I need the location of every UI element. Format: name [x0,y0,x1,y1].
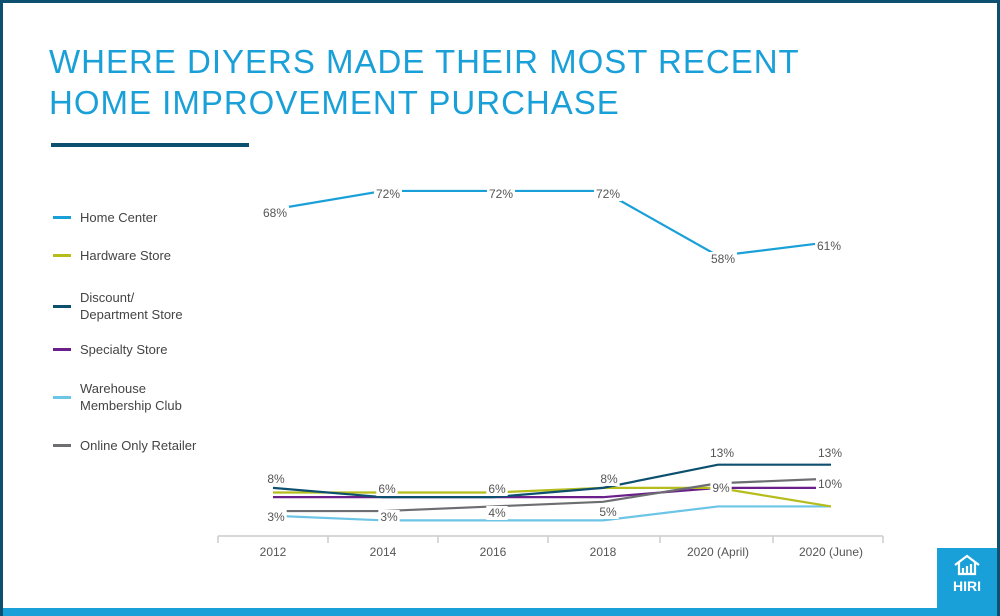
label-background [593,187,623,201]
legend-swatch [53,254,71,257]
label-background [814,239,844,253]
legend-swatch [53,216,71,219]
legend-swatch [53,304,71,308]
title-underline [51,143,249,147]
data-label: 3% [380,510,398,524]
label-background [486,506,508,520]
data-label: 6% [378,482,396,496]
house-icon [954,554,980,576]
label-background [373,187,403,201]
legend-item: Specialty Store [53,341,167,358]
x-tick-label: 2020 (April) [687,545,749,559]
data-label: 72% [489,187,513,201]
hiri-logo: HIRI [937,548,997,608]
label-background [376,482,398,496]
x-tick-label: 2012 [260,545,287,559]
legend-label: Discount/ Department Store [80,290,183,322]
legend-item: Warehouse Membership Club [53,380,182,414]
series-line [272,189,832,258]
series-line [272,463,831,499]
data-label: 58% [711,252,735,266]
legend-label: Home Center [80,210,158,225]
data-label: 13% [710,446,734,460]
data-label: 10% [818,477,842,491]
legend-label: Warehouse Membership Club [80,381,182,413]
data-label: 4% [488,506,506,520]
legend-swatch [53,395,71,399]
data-label: 68% [263,206,287,220]
legend-item: Online Only Retailer [53,437,196,454]
x-tick-label: 2016 [480,545,507,559]
label-background [486,187,516,201]
series-line [273,486,832,508]
data-label: 8% [267,472,285,486]
data-label: 72% [596,187,620,201]
label-background [486,482,508,496]
x-tick-label: 2020 (June) [799,545,863,559]
chart-plot: 2012 2014 2016 2018 2020 (April) 2020 (June) 6… [217,187,884,559]
label-background [707,446,737,460]
label-background [815,446,845,460]
legend-item: Discount/ Department Store [53,289,183,323]
label-background [260,206,290,220]
label-background [815,477,845,491]
data-label: 8% [600,472,618,486]
legend-swatch [53,444,71,447]
label-background [378,510,400,524]
x-tick-label: 2018 [590,545,617,559]
legend-label: Hardware Store [80,248,172,263]
data-label: 9% [712,481,730,495]
label-background [265,472,287,486]
x-tick-label: 2014 [370,545,397,559]
label-background [710,481,732,495]
legend-label: Online Only Retailer [80,438,197,453]
data-label: 72% [376,187,400,201]
chart-title: WHERE DIYERS MADE THEIR MOST RECENT HOME… [49,43,800,121]
data-label: 6% [488,482,506,496]
legend-swatch [53,348,71,351]
label-background [708,252,738,266]
data-label: 13% [818,446,842,460]
series-line [272,505,831,522]
data-label: 5% [599,505,617,519]
bottom-bar [3,608,997,616]
label-background [597,505,619,519]
label-background [265,510,287,524]
data-label: 3% [267,510,285,524]
label-background [598,472,620,486]
data-label: 61% [817,239,841,253]
legend-item: Home Center [53,209,157,226]
series-line [273,477,832,513]
legend-label: Specialty Store [80,342,168,357]
series-line [273,486,831,499]
logo-text: HIRI [953,578,981,594]
legend-item: Hardware Store [53,247,171,264]
